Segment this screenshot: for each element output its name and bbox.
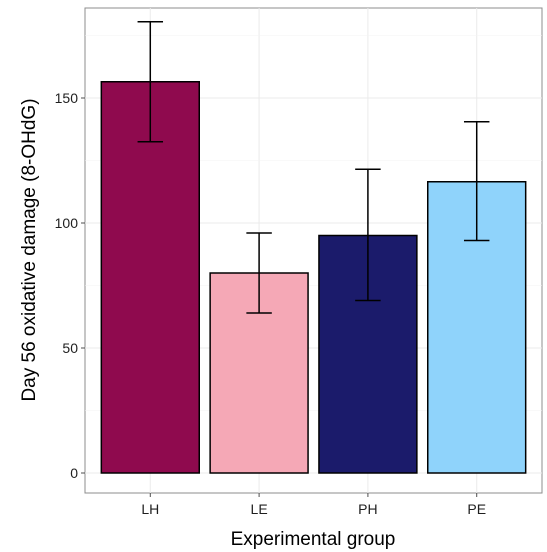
x-tick-label: PH xyxy=(358,501,377,517)
error-bar-pe xyxy=(463,121,490,242)
x-tick-label: LE xyxy=(251,501,268,517)
y-tick-label: 100 xyxy=(55,215,79,231)
y-tick-label: 50 xyxy=(62,340,78,356)
y-axis-title: Day 56 oxidative damage (8-OHdG) xyxy=(19,98,40,401)
x-axis-title: Experimental group xyxy=(231,529,396,550)
error-bar-lh xyxy=(137,21,164,143)
error-bar-le xyxy=(246,232,272,314)
x-tick-label: PE xyxy=(467,501,486,517)
error-bars xyxy=(137,21,490,314)
x-axis: LH LE PH PE xyxy=(141,493,486,517)
y-axis: 0 50 100 150 xyxy=(55,90,85,481)
error-bar-ph xyxy=(355,168,381,302)
bar-lh xyxy=(100,81,200,474)
y-tick-label: 0 xyxy=(70,465,78,481)
x-tick-label: LH xyxy=(141,501,159,517)
y-tick-label: 150 xyxy=(55,90,79,106)
